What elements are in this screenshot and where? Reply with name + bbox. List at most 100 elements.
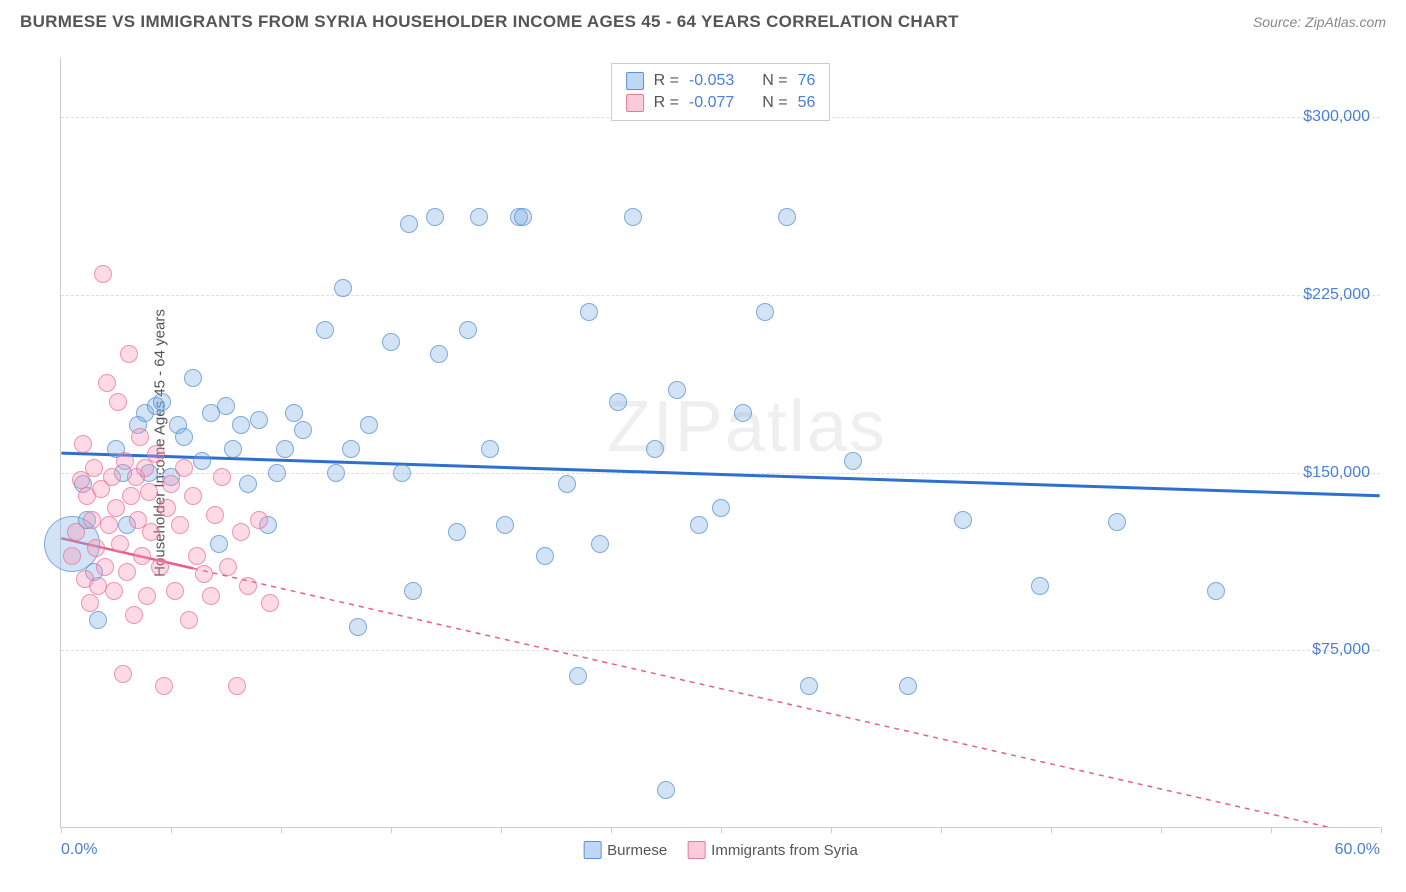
data-point <box>111 535 129 553</box>
trend-lines <box>61 58 1380 827</box>
data-point <box>213 468 231 486</box>
bottom-legend: Burmese Immigrants from Syria <box>583 841 858 859</box>
data-point <box>327 464 345 482</box>
data-point <box>142 523 160 541</box>
data-point <box>899 677 917 695</box>
data-point <box>232 416 250 434</box>
data-point <box>140 483 158 501</box>
swatch-icon <box>583 841 601 859</box>
r-value: -0.053 <box>689 72 734 90</box>
data-point <box>778 208 796 226</box>
legend-item-syria: Immigrants from Syria <box>687 841 858 859</box>
data-point <box>239 475 257 493</box>
data-point <box>206 506 224 524</box>
data-point <box>624 208 642 226</box>
data-point <box>175 459 193 477</box>
data-point <box>175 428 193 446</box>
data-point <box>239 577 257 595</box>
data-point <box>954 511 972 529</box>
data-point <box>83 511 101 529</box>
x-tick <box>831 827 832 833</box>
gridline <box>61 473 1380 474</box>
data-point <box>1108 513 1126 531</box>
n-value: 56 <box>798 94 816 112</box>
data-point <box>250 511 268 529</box>
y-tick-label: $75,000 <box>1312 641 1370 659</box>
data-point <box>100 516 118 534</box>
data-point <box>131 428 149 446</box>
data-point <box>138 587 156 605</box>
data-point <box>382 333 400 351</box>
x-tick <box>941 827 942 833</box>
data-point <box>98 374 116 392</box>
data-point <box>609 393 627 411</box>
data-point <box>430 345 448 363</box>
data-point <box>712 499 730 517</box>
data-point <box>496 516 514 534</box>
legend-label: Burmese <box>607 842 667 859</box>
data-point <box>668 381 686 399</box>
swatch-icon <box>626 72 644 90</box>
data-point <box>1207 582 1225 600</box>
data-point <box>219 558 237 576</box>
data-point <box>349 618 367 636</box>
x-tick <box>1051 827 1052 833</box>
data-point <box>1031 577 1049 595</box>
data-point <box>89 611 107 629</box>
legend-item-burmese: Burmese <box>583 841 667 859</box>
data-point <box>232 523 250 541</box>
data-point <box>122 487 140 505</box>
gridline <box>61 650 1380 651</box>
data-point <box>120 345 138 363</box>
x-tick <box>171 827 172 833</box>
data-point <box>360 416 378 434</box>
stats-row-burmese: R = -0.053 N = 76 <box>626 70 816 92</box>
data-point <box>114 665 132 683</box>
y-tick-label: $300,000 <box>1303 108 1370 126</box>
swatch-icon <box>626 94 644 112</box>
data-point <box>316 321 334 339</box>
data-point <box>646 440 664 458</box>
data-point <box>514 208 532 226</box>
data-point <box>103 468 121 486</box>
r-label: R = <box>654 72 679 90</box>
source-label: Source: ZipAtlas.com <box>1253 14 1386 30</box>
data-point <box>569 667 587 685</box>
data-point <box>180 611 198 629</box>
data-point <box>734 404 752 422</box>
data-point <box>756 303 774 321</box>
data-point <box>470 208 488 226</box>
data-point <box>261 594 279 612</box>
data-point <box>558 475 576 493</box>
legend-label: Immigrants from Syria <box>711 842 858 859</box>
data-point <box>285 404 303 422</box>
data-point <box>74 435 92 453</box>
data-point <box>107 499 125 517</box>
data-point <box>210 535 228 553</box>
x-tick <box>281 827 282 833</box>
data-point <box>400 215 418 233</box>
data-point <box>580 303 598 321</box>
data-point <box>63 547 81 565</box>
data-point <box>188 547 206 565</box>
data-point <box>125 606 143 624</box>
r-value: -0.077 <box>689 94 734 112</box>
data-point <box>690 516 708 534</box>
n-label: N = <box>762 72 787 90</box>
data-point <box>657 781 675 799</box>
data-point <box>96 558 114 576</box>
data-point <box>85 459 103 477</box>
data-point <box>118 563 136 581</box>
data-point <box>116 452 134 470</box>
x-axis-min-label: 0.0% <box>61 841 97 859</box>
data-point <box>294 421 312 439</box>
data-point <box>481 440 499 458</box>
data-point <box>426 208 444 226</box>
data-point <box>133 547 151 565</box>
stats-legend-box: R = -0.053 N = 76 R = -0.077 N = 56 <box>611 63 831 121</box>
data-point <box>268 464 286 482</box>
data-point <box>171 516 189 534</box>
data-point <box>151 558 169 576</box>
data-point <box>404 582 422 600</box>
data-point <box>166 582 184 600</box>
